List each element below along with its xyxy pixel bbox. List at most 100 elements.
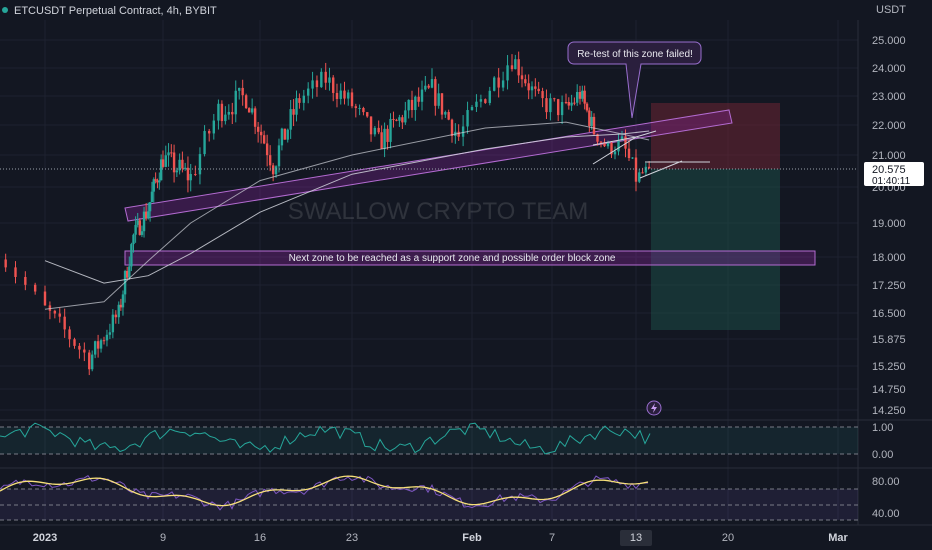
candle-up: [136, 220, 139, 225]
candle-up: [295, 98, 298, 115]
take-profit-zone[interactable]: [651, 169, 780, 330]
oscillator-pane-1[interactable]: 1.00 0.00: [0, 422, 893, 461]
price-tick: 17.250: [872, 280, 906, 292]
stop-loss-zone[interactable]: [651, 103, 780, 169]
moving-average-line: [44, 121, 650, 310]
candle-down: [119, 304, 123, 308]
lightning-icon[interactable]: [646, 400, 662, 416]
support-zone-label: Next zone to be reached as a support zon…: [289, 253, 616, 264]
candle-down: [231, 111, 234, 115]
candle-down: [427, 85, 430, 88]
triangle-pattern[interactable]: [592, 130, 710, 179]
callout-text: Re-test of this zone failed!: [577, 49, 693, 60]
candle-down: [172, 152, 176, 173]
candle-up: [286, 129, 289, 140]
candle-down: [259, 131, 263, 136]
candle-up: [398, 117, 401, 121]
candle-down: [647, 166, 651, 169]
candle-down: [524, 79, 527, 84]
date-tick: Mar: [828, 532, 848, 544]
candle-up: [501, 80, 505, 88]
candle-up: [581, 90, 584, 99]
currency-label: USDT: [876, 4, 906, 16]
candle-up: [178, 159, 181, 171]
candle-down: [395, 119, 398, 121]
candle-up: [466, 110, 469, 127]
candle-down: [484, 99, 487, 103]
status-dot-icon: [2, 7, 8, 13]
candle-down: [534, 86, 537, 89]
candle-up: [613, 151, 617, 155]
candle-down: [585, 103, 589, 111]
price-tick: 18.000: [872, 252, 906, 264]
candle-up: [134, 224, 137, 235]
candle-down: [573, 102, 576, 104]
candle-down: [401, 117, 404, 123]
candle-down: [366, 112, 369, 117]
osc2-tick: 40.00: [872, 508, 900, 520]
candle-down: [556, 99, 560, 116]
candle-up: [576, 92, 579, 103]
candle-down: [283, 128, 287, 140]
candle-down: [362, 107, 365, 113]
candle-up: [617, 139, 620, 152]
candle-down: [377, 127, 380, 133]
price-tick: 14.750: [872, 384, 906, 396]
candle-up: [620, 136, 624, 140]
candle-up: [638, 172, 641, 182]
time-axis[interactable]: 2023 9 16 23 Feb 7 13 20 Mar: [33, 530, 849, 546]
candle-up: [148, 202, 152, 212]
candle-up: [128, 266, 131, 278]
candle-up: [121, 294, 125, 308]
candle-up: [339, 90, 342, 99]
retest-callout[interactable]: Re-test of this zone failed!: [567, 41, 702, 119]
candle-up: [142, 211, 146, 232]
candle-up: [140, 231, 144, 235]
candle-up: [470, 106, 474, 111]
stoch-k-line: [0, 475, 649, 511]
candle-down: [417, 96, 420, 102]
candle-up: [224, 114, 227, 122]
price-tick: 16.500: [872, 308, 906, 320]
candle-down: [545, 98, 548, 113]
candle-down: [247, 108, 251, 113]
candle-down: [4, 259, 7, 268]
candle-up: [590, 116, 593, 127]
candle-down: [332, 77, 335, 93]
candle-down: [194, 174, 197, 176]
candle-down: [567, 102, 570, 106]
candle-down: [241, 87, 244, 96]
candle-down: [583, 90, 586, 104]
moving-average-line: [44, 130, 650, 284]
candle-up: [328, 77, 331, 83]
candle-down: [537, 88, 540, 92]
candle-up: [570, 102, 573, 106]
candle-up: [159, 159, 163, 181]
candle-up: [250, 108, 254, 113]
candle-up: [631, 157, 634, 159]
candle-down: [335, 92, 339, 99]
price-tick: 14.250: [872, 405, 906, 417]
price-tick: 15.875: [872, 334, 906, 346]
candle-up: [198, 154, 202, 175]
candle-down: [315, 80, 319, 88]
candle-down: [634, 157, 638, 182]
candle-up: [347, 92, 350, 99]
price-axis[interactable]: 25.000 24.000 23.000 22.000 21.000 20.00…: [872, 35, 906, 417]
candle-up: [644, 166, 648, 173]
candle-up: [306, 88, 310, 96]
candle-up: [108, 332, 112, 335]
date-tick: Feb: [462, 532, 482, 544]
support-zone-band[interactable]: [124, 250, 816, 266]
candle-down: [354, 106, 358, 109]
candle-down: [53, 310, 57, 314]
candle-up: [167, 152, 170, 156]
oscillator-pane-2[interactable]: 80.00 40.00: [0, 475, 900, 521]
candle-down: [220, 103, 224, 122]
candle-down: [624, 136, 627, 149]
candle-down: [627, 148, 631, 159]
candle-down: [450, 119, 454, 136]
candle-down: [380, 132, 383, 149]
chart-header: ETCUSDT Perpetual Contract, 4h, BYBIT: [2, 5, 217, 17]
